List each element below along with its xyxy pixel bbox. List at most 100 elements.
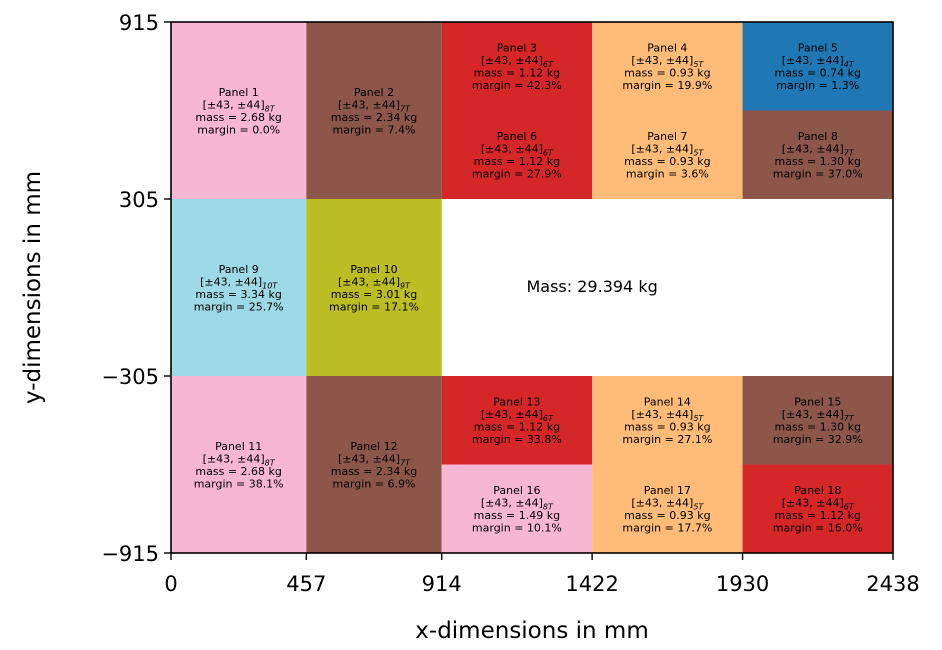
panel-layup-label: [±43, ±44]7T	[338, 452, 411, 467]
panel-layup-text: [±43, ±44]	[782, 497, 844, 510]
panel-rect	[742, 22, 893, 111]
panel-layup-subscript: 7T	[400, 458, 411, 467]
panel-mass-label: mass = 2.34 kg	[331, 111, 417, 124]
panel-layup-subscript: 4T	[844, 60, 855, 69]
y-tick-label: 305	[119, 188, 159, 212]
plot-frame	[170, 21, 894, 554]
panel-mass-label: mass = 1.12 kg	[775, 509, 861, 522]
panel-mass-label: mass = 1.49 kg	[474, 509, 560, 522]
panel-margin-label: margin = 42.3%	[472, 79, 562, 92]
panel-layup-subscript: 5T	[693, 414, 704, 423]
panel-layup-text: [±43, ±44]	[338, 275, 400, 288]
panel-name-label: Panel 3	[497, 42, 537, 55]
panel-margin-label: margin = 3.6%	[626, 168, 709, 181]
panel-rect	[592, 110, 743, 199]
panel-margin-label: margin = 32.9%	[773, 433, 863, 446]
panel-mass-label: mass = 0.93 kg	[624, 421, 710, 434]
panel-mass-label: mass = 0.93 kg	[624, 155, 710, 168]
panel-mass-label: mass = 1.30 kg	[775, 421, 861, 434]
x-tick-label: 0	[164, 572, 177, 596]
panel-layup-subscript: 7T	[400, 104, 411, 113]
panel-layup-text: [±43, ±44]	[631, 497, 693, 510]
panel-mass-label: mass = 0.93 kg	[624, 509, 710, 522]
panel-name-label: Panel 14	[644, 396, 691, 409]
panel-rect	[441, 110, 593, 199]
panel-layup-label: [±43, ±44]5T	[631, 497, 704, 512]
panel-name-label: Panel 10	[350, 263, 397, 276]
panel-name-label: Panel 18	[794, 484, 841, 497]
axes-layer: 0 457 914 1422 1930 2438 915 305 −305 −915	[101, 11, 919, 596]
panel-mass-label: mass = 2.68 kg	[195, 465, 281, 478]
panel-margin-label: margin = 33.8%	[472, 433, 562, 446]
panel-layup-label: [±43, ±44]6T	[481, 143, 554, 158]
panel-layup-text: [±43, ±44]	[200, 275, 262, 288]
panel-layup-text: [±43, ±44]	[782, 54, 844, 67]
panel-mass-label: mass = 3.34 kg	[195, 288, 281, 301]
panel-margin-label: margin = 17.7%	[622, 522, 712, 535]
panel-mass-label: mass = 1.12 kg	[474, 155, 560, 168]
panel-rect	[441, 464, 593, 553]
panel-layup-label: [±43, ±44]8T	[203, 452, 276, 467]
panel-layup-text: [±43, ±44]	[203, 452, 265, 465]
panel-margin-label: margin = 17.1%	[329, 300, 419, 313]
panel-rect	[171, 22, 307, 199]
panel-layup-text: [±43, ±44]	[782, 143, 844, 156]
panel-name-label: Panel 2	[354, 86, 394, 99]
x-axis-title: x-dimensions in mm	[415, 618, 648, 644]
panel-name-label: Panel 1	[219, 86, 259, 99]
panel-name-label: Panel 4	[647, 42, 687, 55]
panel-margin-label: margin = 38.1%	[194, 477, 284, 490]
panel-layup-text: [±43, ±44]	[481, 408, 543, 421]
panel-rect	[171, 199, 307, 376]
panel-layup-subscript: 7T	[844, 414, 855, 423]
panel-layup-subscript: 5T	[693, 60, 704, 69]
x-tick-label: 457	[286, 572, 326, 596]
panel-mass-label: mass = 1.12 kg	[474, 67, 560, 80]
panel-layup-subscript: 8T	[543, 503, 554, 512]
panel-layup-label: [±43, ±44]7T	[782, 408, 855, 423]
panel-mass-label: mass = 2.68 kg	[195, 111, 281, 124]
panel-margin-label: margin = 10.1%	[472, 522, 562, 535]
panel-rect	[592, 464, 743, 553]
panel-margin-label: margin = 16.0%	[773, 522, 863, 535]
panel-layup-label: [±43, ±44]5T	[631, 54, 704, 69]
panel-layup-subscript: 6T	[543, 60, 554, 69]
panel-name-label: Panel 8	[798, 130, 838, 143]
x-tick-label: 1422	[565, 572, 618, 596]
panel-layup-text: [±43, ±44]	[481, 54, 543, 67]
panel-margin-label: margin = 0.0%	[197, 123, 280, 136]
y-axis-title: y-dimensions in mm	[20, 171, 46, 404]
panel-name-label: Panel 12	[350, 440, 397, 453]
panel-rect	[441, 22, 593, 111]
panel-margin-label: margin = 1.3%	[776, 79, 859, 92]
panel-layup-label: [±43, ±44]4T	[782, 54, 855, 69]
panel-layup-label: [±43, ±44]10T	[200, 275, 278, 290]
panel-layup-text: [±43, ±44]	[631, 143, 693, 156]
panel-layup-text: [±43, ±44]	[481, 143, 543, 156]
panel-layup-text: [±43, ±44]	[203, 98, 265, 111]
annotation-layer: Mass: 29.394 kg	[526, 277, 657, 296]
panel-name-label: Panel 11	[215, 440, 262, 453]
panel-name-label: Panel 9	[219, 263, 259, 276]
panel-margin-label: margin = 27.9%	[472, 168, 562, 181]
panel-layup-subscript: 9T	[400, 281, 411, 290]
x-tick-label: 914	[422, 572, 462, 596]
panel-name-label: Panel 6	[497, 130, 537, 143]
panel-rect	[742, 376, 893, 465]
panel-layup-text: [±43, ±44]	[338, 98, 400, 111]
panel-margin-label: margin = 25.7%	[194, 300, 284, 313]
